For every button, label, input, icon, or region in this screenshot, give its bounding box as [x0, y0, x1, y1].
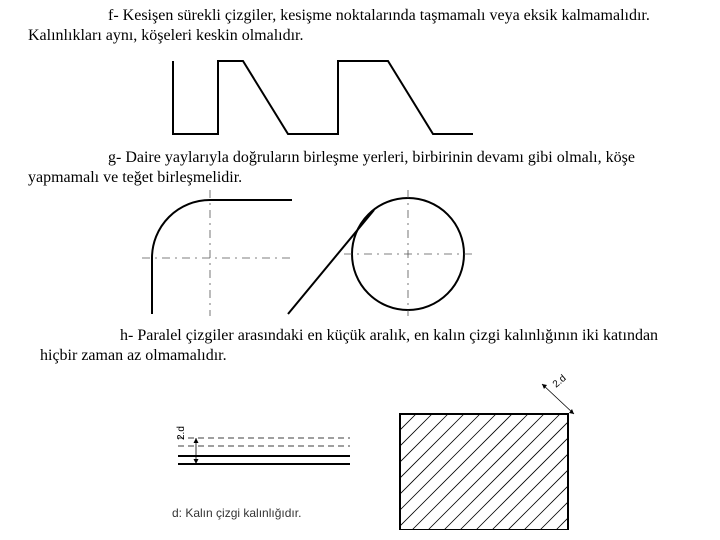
- caption-d: d: Kalın çizgi kalınlığıdır.: [172, 506, 301, 520]
- caption-d-text: d: Kalın çizgi kalınlığıdır.: [172, 506, 301, 520]
- paragraph-h-text: h- Paralel çizgiler arasındaki en küçük …: [40, 327, 658, 364]
- figure-f: [168, 46, 478, 136]
- paragraph-f-text: f- Kesişen sürekli çizgiler, kesişme nok…: [28, 7, 650, 44]
- svg-text:2.d: 2.d: [551, 373, 569, 390]
- svg-text:2.d: 2.d: [176, 426, 187, 440]
- paragraph-g-text: g- Daire yaylarıyla doğruların birleşme …: [28, 149, 635, 186]
- paragraph-h: h- Paralel çizgiler arasındaki en küçük …: [40, 326, 660, 366]
- paragraph-g: g- Daire yaylarıyla doğruların birleşme …: [28, 148, 678, 188]
- figure-g: [140, 188, 480, 318]
- paragraph-f: f- Kesişen sürekli çizgiler, kesişme nok…: [28, 6, 678, 46]
